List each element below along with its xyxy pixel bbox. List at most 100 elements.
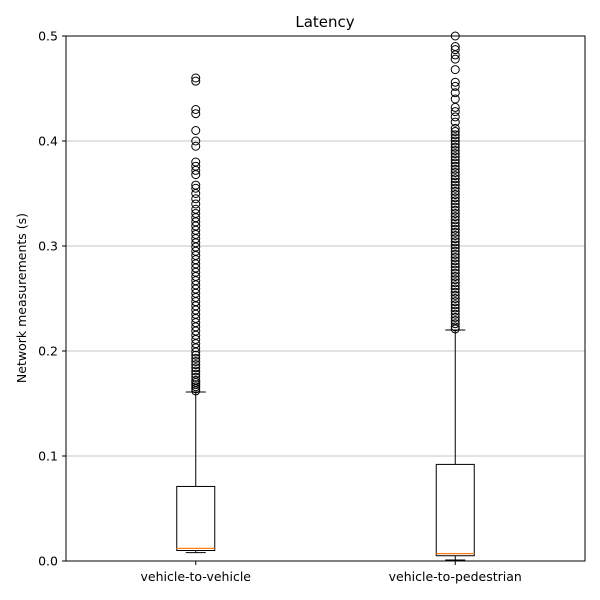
outlier-point bbox=[450, 155, 460, 165]
axes: 0.0 0.1 0.2 0.3 0.4 0.5 vehicle-to-vehicle vehi… bbox=[38, 29, 586, 584]
outlier-point bbox=[450, 309, 460, 319]
plot-frame bbox=[65, 35, 586, 562]
outlier-point bbox=[450, 265, 460, 275]
outlier-point bbox=[450, 136, 460, 146]
y-tick-label: 0.3 bbox=[38, 239, 58, 254]
outlier-point bbox=[450, 190, 460, 200]
outlier-point bbox=[450, 256, 460, 266]
outlier-point bbox=[450, 221, 460, 231]
outlier-point bbox=[191, 161, 201, 171]
outlier-point bbox=[450, 88, 460, 98]
outlier-point bbox=[450, 253, 460, 263]
outlier-point bbox=[450, 65, 460, 75]
outlier-point bbox=[450, 158, 460, 168]
outlier-point bbox=[450, 240, 460, 250]
outlier-point bbox=[191, 372, 201, 382]
outlier-point bbox=[450, 215, 460, 225]
outlier-point bbox=[450, 164, 460, 174]
outlier-point bbox=[191, 353, 201, 363]
outlier-point bbox=[191, 369, 201, 379]
box-group-2 bbox=[435, 31, 475, 561]
outlier-point bbox=[191, 183, 201, 193]
outlier-point bbox=[191, 76, 201, 86]
outlier-point bbox=[450, 271, 460, 281]
outlier-point bbox=[450, 112, 460, 122]
outlier-point bbox=[450, 281, 460, 291]
outlier-point bbox=[191, 363, 201, 373]
outlier-point bbox=[450, 262, 460, 272]
outlier-point bbox=[450, 319, 460, 329]
outlier-point bbox=[450, 196, 460, 206]
outlier-point bbox=[450, 208, 460, 218]
outlier-point bbox=[450, 234, 460, 244]
outlier-point bbox=[450, 139, 460, 149]
boxes bbox=[176, 31, 475, 561]
outlier-point bbox=[191, 194, 201, 204]
outlier-point bbox=[191, 105, 201, 114]
outlier-point bbox=[191, 382, 201, 392]
outlier-point bbox=[450, 275, 460, 285]
y-tick-label: 0.5 bbox=[38, 29, 58, 44]
outlier-point bbox=[191, 73, 201, 83]
outlier-point bbox=[191, 357, 201, 366]
outlier-point bbox=[450, 174, 460, 184]
outlier-point bbox=[450, 224, 460, 234]
outlier-point bbox=[450, 54, 460, 64]
outlier-point bbox=[450, 107, 460, 117]
outlier-point bbox=[450, 249, 460, 259]
outlier-point bbox=[191, 199, 201, 209]
outlier-point bbox=[450, 180, 460, 190]
outlier-point bbox=[450, 117, 460, 127]
outlier-point bbox=[450, 237, 460, 247]
outlier-point bbox=[191, 208, 201, 218]
outlier-point bbox=[450, 45, 460, 55]
outlier-point bbox=[191, 157, 201, 167]
outlier-point bbox=[450, 212, 460, 222]
outlier-point bbox=[191, 380, 201, 390]
outlier-point bbox=[450, 168, 460, 177]
outlier-point bbox=[450, 246, 460, 256]
outlier-point bbox=[191, 180, 201, 190]
outlier-point bbox=[450, 290, 460, 300]
outlier-point bbox=[450, 142, 460, 152]
chart-title: Latency bbox=[295, 13, 354, 31]
outlier-point bbox=[450, 193, 460, 203]
y-axis-label: Network measurements (s) bbox=[14, 213, 29, 383]
outlier-point bbox=[450, 42, 460, 51]
iqr-box bbox=[176, 485, 216, 552]
outlier-point bbox=[450, 312, 460, 322]
outlier-point bbox=[450, 130, 460, 140]
outlier-point bbox=[450, 202, 460, 212]
outlier-point bbox=[450, 205, 460, 215]
outlier-point bbox=[450, 300, 460, 310]
outlier-point bbox=[450, 306, 460, 316]
outlier-point bbox=[191, 126, 201, 135]
outlier-point bbox=[450, 127, 460, 137]
outlier-point bbox=[450, 259, 460, 269]
outlier-point bbox=[450, 303, 460, 313]
x-tick-label: vehicle-to-pedestrian bbox=[389, 569, 522, 584]
outlier-point bbox=[450, 145, 460, 155]
outlier-point bbox=[450, 171, 460, 181]
outlier-point bbox=[191, 350, 201, 360]
outlier-point bbox=[450, 231, 460, 240]
outlier-point bbox=[191, 366, 201, 376]
outlier-point bbox=[191, 375, 201, 385]
outlier-point bbox=[450, 284, 460, 294]
outlier-point bbox=[450, 133, 460, 143]
outlier-point bbox=[450, 218, 460, 228]
outlier-point bbox=[450, 81, 460, 91]
gridlines bbox=[66, 35, 585, 562]
outlier-point bbox=[191, 109, 201, 119]
outlier-point bbox=[191, 136, 201, 146]
y-tick-label: 0.4 bbox=[38, 134, 58, 149]
y-tick-label: 0.0 bbox=[38, 554, 58, 569]
outlier-point bbox=[450, 161, 460, 171]
outlier-point bbox=[450, 294, 460, 303]
x-tick-label: vehicle-to-vehicle bbox=[140, 569, 251, 584]
outlier-point bbox=[450, 123, 460, 133]
outlier-point bbox=[450, 183, 460, 193]
outlier-point bbox=[450, 227, 460, 237]
box-group-1 bbox=[176, 73, 216, 554]
outlier-point bbox=[450, 316, 460, 326]
